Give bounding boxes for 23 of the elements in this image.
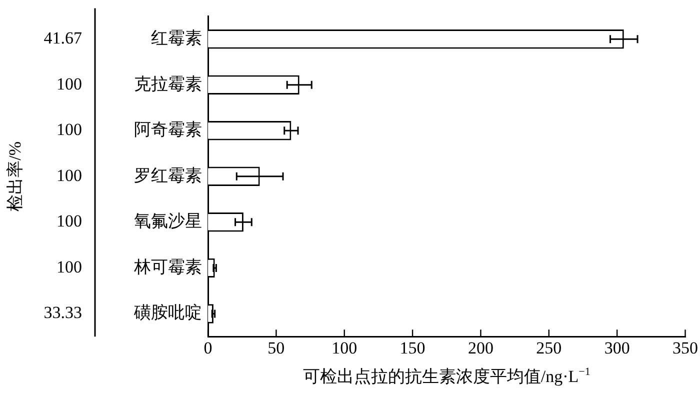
x-tick-label: 200: [468, 338, 494, 358]
text: 100: [56, 74, 82, 94]
x-tick-label: 100: [332, 338, 358, 358]
y-tick-label: 克拉霉素: [134, 74, 202, 94]
text: 100: [56, 166, 82, 185]
text: 100: [56, 120, 82, 140]
x-tick-label: 150: [400, 338, 426, 358]
x-tick-label: 350: [672, 338, 698, 358]
y-tick-label: 红霉素: [151, 28, 202, 48]
text: 33.33: [44, 303, 82, 322]
y-tick-label: 氧氟沙星: [134, 212, 202, 231]
x-tick-label: 0: [204, 338, 212, 358]
text: 检出率/%: [5, 141, 24, 212]
text: 41.67: [44, 28, 82, 48]
x-tick-label: 50: [268, 338, 285, 358]
y-tick-label: 罗红霉素: [134, 166, 202, 185]
y-tick-label: 磺胺吡啶: [133, 303, 202, 322]
x-tick-label: 300: [604, 338, 630, 358]
y-tick-label: 林可霉素: [133, 257, 202, 276]
text: 100: [56, 212, 82, 231]
x-tick-label: 250: [536, 338, 562, 358]
y-tick-label: 阿奇霉素: [134, 120, 202, 140]
text: 100: [56, 257, 82, 276]
